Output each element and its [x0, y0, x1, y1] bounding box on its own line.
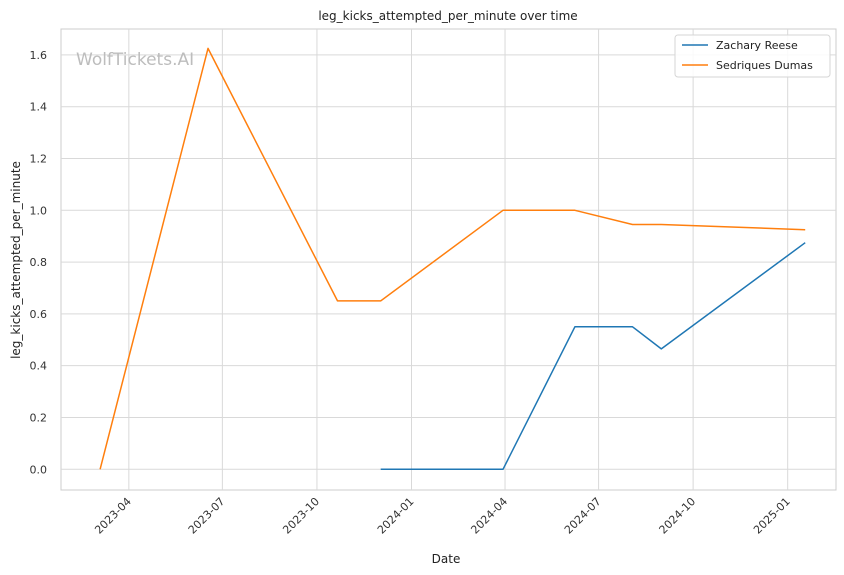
y-tick-label: 0.4: [30, 360, 48, 373]
chart-title: leg_kicks_attempted_per_minute over time: [318, 9, 577, 23]
y-tick-label: 1.6: [30, 49, 48, 62]
legend-label: Zachary Reese: [716, 39, 798, 52]
y-tick-label: 0.8: [30, 256, 48, 269]
watermark-text: WolfTickets.AI: [76, 50, 194, 70]
y-axis-ticks: 0.0 0.2 0.4 0.6 0.8 1.0 1.2 1.4 1.6: [30, 49, 48, 476]
legend: Zachary Reese Sedriques Dumas: [674, 34, 831, 78]
series-line-1: [380, 242, 806, 471]
y-tick-label: 0.0: [30, 463, 48, 476]
x-tick-label: 2024-01: [375, 495, 417, 537]
x-tick-label: 2023-04: [92, 495, 134, 537]
x-axis-ticks: 2023-04 2023-07 2023-10 2024-01 2024-04 2024-…: [92, 495, 793, 537]
x-tick-label: 2023-10: [280, 495, 322, 537]
x-axis-label: Date: [432, 552, 461, 566]
x-tick-label: 2024-07: [562, 495, 604, 537]
y-tick-label: 1.2: [30, 152, 48, 165]
legend-box: [674, 34, 831, 78]
y-axis-label: leg_kicks_attempted_per_minute: [9, 161, 23, 359]
y-tick-label: 1.4: [30, 101, 48, 114]
y-tick-label: 0.2: [30, 411, 48, 424]
y-tick-label: 0.6: [30, 308, 48, 321]
x-tick-label: 2025-01: [751, 495, 793, 537]
series-lines: [99, 47, 806, 471]
gridlines: [61, 29, 836, 490]
x-tick-label: 2024-04: [468, 495, 510, 537]
x-tick-label: 2023-07: [186, 495, 228, 537]
plot-area: [60, 28, 837, 491]
series-line-2: [99, 47, 806, 470]
y-tick-label: 1.0: [30, 204, 48, 217]
legend-label: Sedriques Dumas: [716, 59, 813, 72]
x-tick-label: 2024-10: [657, 495, 699, 537]
